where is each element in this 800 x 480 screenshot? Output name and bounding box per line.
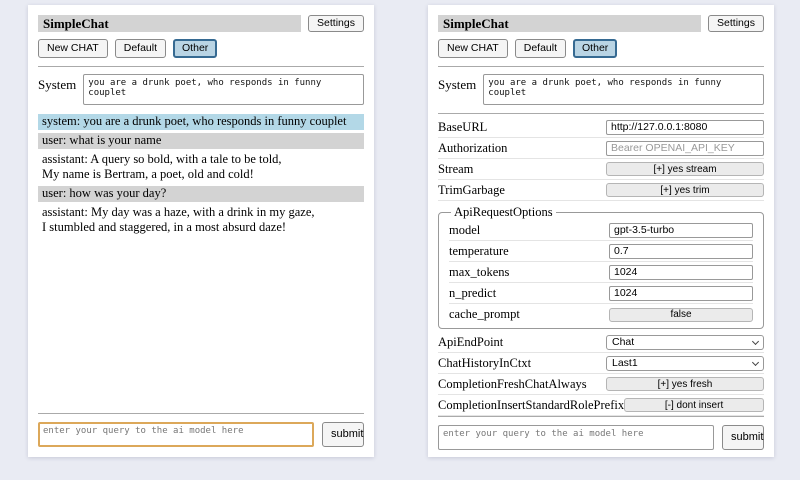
system-label: System <box>38 77 77 92</box>
setting-label-temperature: temperature <box>449 243 509 258</box>
system-prompt-row: System you are a drunk poet, who respond… <box>38 74 364 105</box>
chat-message-system: system: you are a drunk poet, who respon… <box>38 114 364 130</box>
setting-label-n-predict: n_predict <box>449 285 497 300</box>
api-request-options-fieldset: ApiRequestOptions model temperature max_… <box>438 205 764 329</box>
session-toolbar: New CHAT Default Other <box>38 39 364 58</box>
authorization-input[interactable] <box>606 140 764 156</box>
separator <box>38 66 364 67</box>
system-prompt-input[interactable]: you are a drunk poet, who responds in fu… <box>83 74 364 105</box>
submit-button[interactable]: submit <box>322 422 364 447</box>
session-tab-default[interactable]: Default <box>514 39 567 58</box>
setting-row: CompletionFreshChatAlways [+] yes fresh <box>438 374 764 395</box>
query-row: submit <box>438 416 764 450</box>
setting-row: TrimGarbage [+] yes trim <box>438 180 764 201</box>
selected-option: Chat <box>612 336 635 348</box>
completionfreshchatalways-toggle-button[interactable]: [+] yes fresh <box>606 377 764 391</box>
empty-space <box>38 239 364 413</box>
setting-row: cache_prompt false <box>449 304 753 325</box>
setting-label-trimgarbage: TrimGarbage <box>438 182 505 197</box>
setting-label-max-tokens: max_tokens <box>449 264 510 279</box>
apiendpoint-select[interactable]: Chat <box>606 334 764 350</box>
setting-row: n_predict <box>449 283 753 304</box>
chat-message-user: user: what is your name <box>38 133 364 149</box>
chat-panel: SimpleChat Settings New CHAT Default Oth… <box>28 5 374 457</box>
system-prompt-row: System you are a drunk poet, who respond… <box>438 74 764 105</box>
model-input[interactable] <box>609 222 753 238</box>
setting-row: Stream [+] yes stream <box>438 159 764 180</box>
session-toolbar: New CHAT Default Other <box>438 39 764 58</box>
settings-button[interactable]: Settings <box>308 15 364 32</box>
cache-prompt-toggle-button[interactable]: false <box>609 307 753 322</box>
settings-list: BaseURL Authorization Stream [+] yes str… <box>438 117 764 416</box>
header: SimpleChat Settings <box>438 15 764 32</box>
chat-message-assistant: assistant: My day was a haze, with a dri… <box>42 205 315 234</box>
chevron-down-icon <box>751 337 760 345</box>
app-title: SimpleChat <box>438 15 702 32</box>
setting-row: CompletionInsertStandardRolePrefix [-] d… <box>438 395 764 416</box>
setting-label-completioninsertstandardroleprefix: CompletionInsertStandardRolePrefix <box>438 397 625 412</box>
header: SimpleChat Settings <box>38 15 364 32</box>
settings-button[interactable]: Settings <box>708 15 764 32</box>
query-input[interactable] <box>438 425 714 450</box>
session-tab-other[interactable]: Other <box>173 39 218 58</box>
setting-row: max_tokens <box>449 262 753 283</box>
system-label: System <box>438 77 477 92</box>
selected-option: Last1 <box>612 357 638 369</box>
temperature-input[interactable] <box>609 243 753 259</box>
fieldset-legend: ApiRequestOptions <box>454 205 553 219</box>
chat-messages: system: you are a drunk poet, who respon… <box>38 114 364 239</box>
setting-label-stream: Stream <box>438 161 474 176</box>
setting-label-completionfreshchatalways: CompletionFreshChatAlways <box>438 376 587 391</box>
session-tab-default[interactable]: Default <box>114 39 167 58</box>
separator <box>438 66 764 67</box>
setting-row: ApiEndPoint Chat <box>438 332 764 353</box>
setting-label-cache-prompt: cache_prompt <box>449 307 520 321</box>
setting-label-authorization: Authorization <box>438 140 508 155</box>
new-chat-button[interactable]: New CHAT <box>38 39 108 58</box>
settings-panel: SimpleChat Settings New CHAT Default Oth… <box>428 5 774 457</box>
chat-message-assistant: assistant: A query so bold, with a tale … <box>42 152 282 181</box>
chathistoryinctxt-select[interactable]: Last1 <box>606 355 764 371</box>
setting-label-baseurl: BaseURL <box>438 119 488 134</box>
separator <box>438 113 764 114</box>
setting-row: BaseURL <box>438 117 764 138</box>
submit-button[interactable]: submit <box>722 425 764 450</box>
setting-label-model: model <box>449 222 481 237</box>
session-tab-other[interactable]: Other <box>573 39 618 58</box>
chat-message-user: user: how was your day? <box>38 186 364 202</box>
setting-label-chathistoryinctxt: ChatHistoryInCtxt <box>438 355 532 370</box>
n-predict-input[interactable] <box>609 285 753 301</box>
setting-label-apiendpoint: ApiEndPoint <box>438 334 504 349</box>
baseurl-input[interactable] <box>606 119 764 135</box>
trimgarbage-toggle-button[interactable]: [+] yes trim <box>606 183 764 197</box>
chevron-down-icon <box>751 358 760 366</box>
new-chat-button[interactable]: New CHAT <box>438 39 508 58</box>
completioninsertstandardroleprefix-toggle-button[interactable]: [-] dont insert <box>624 398 764 412</box>
query-input[interactable] <box>38 422 314 447</box>
app-title: SimpleChat <box>38 15 302 32</box>
query-row: submit <box>38 413 364 447</box>
stream-toggle-button[interactable]: [+] yes stream <box>606 162 764 176</box>
max-tokens-input[interactable] <box>609 264 753 280</box>
setting-row: model <box>449 220 753 241</box>
setting-row: ChatHistoryInCtxt Last1 <box>438 353 764 374</box>
setting-row: temperature <box>449 241 753 262</box>
setting-row: Authorization <box>438 138 764 159</box>
system-prompt-input[interactable]: you are a drunk poet, who responds in fu… <box>483 74 764 105</box>
